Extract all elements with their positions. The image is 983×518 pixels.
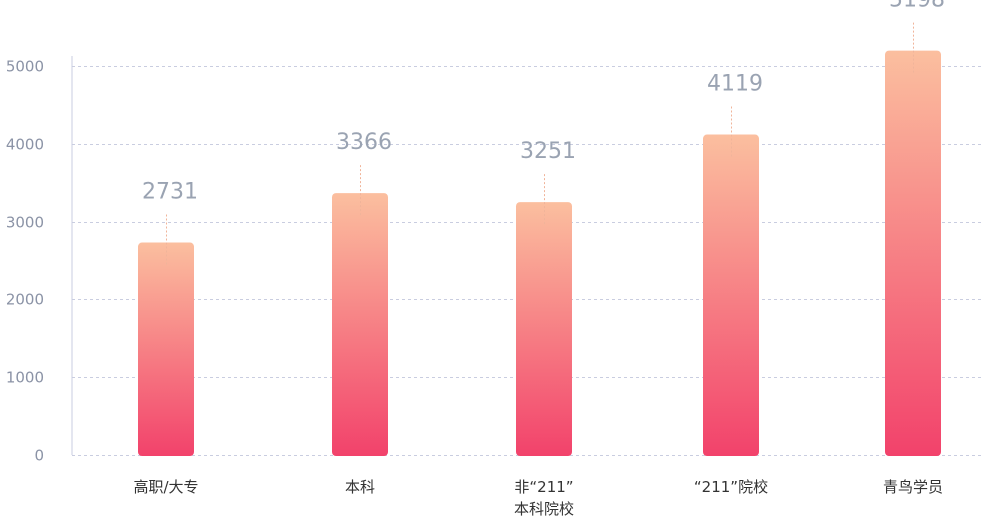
bar bbox=[138, 242, 194, 456]
value-label: 5198 bbox=[889, 0, 945, 13]
category-label: 非“211” bbox=[514, 478, 573, 496]
y-axis: 0 1000 2000 3000 4000 5000 bbox=[6, 56, 73, 465]
gridlines bbox=[72, 66, 983, 456]
category-label: 本科 bbox=[345, 478, 375, 496]
x-axis-labels: 高职/大专 本科 非“211” 本科院校 “211”院校 青鸟学员 bbox=[133, 478, 943, 518]
category-label: 青鸟学员 bbox=[883, 478, 943, 496]
category-label: “211”院校 bbox=[694, 478, 768, 496]
category-label: 本科院校 bbox=[514, 500, 574, 518]
category-label: 高职/大专 bbox=[133, 478, 198, 496]
y-tick-label: 4000 bbox=[6, 136, 44, 154]
y-tick-label: 1000 bbox=[6, 369, 44, 387]
y-tick-label: 0 bbox=[34, 447, 44, 465]
y-tick-label: 3000 bbox=[6, 214, 44, 232]
value-label: 2731 bbox=[142, 180, 198, 205]
bar bbox=[516, 202, 572, 456]
bar bbox=[703, 134, 759, 456]
value-label: 3251 bbox=[520, 139, 576, 164]
y-tick-label: 5000 bbox=[6, 58, 44, 76]
value-label: 4119 bbox=[707, 72, 763, 97]
value-labels: 2731 3366 3251 4119 5198 bbox=[142, 0, 945, 265]
bar bbox=[885, 50, 941, 456]
bar bbox=[332, 193, 388, 457]
bars bbox=[138, 50, 941, 457]
value-label: 3366 bbox=[336, 130, 392, 155]
y-tick-label: 2000 bbox=[6, 291, 44, 309]
